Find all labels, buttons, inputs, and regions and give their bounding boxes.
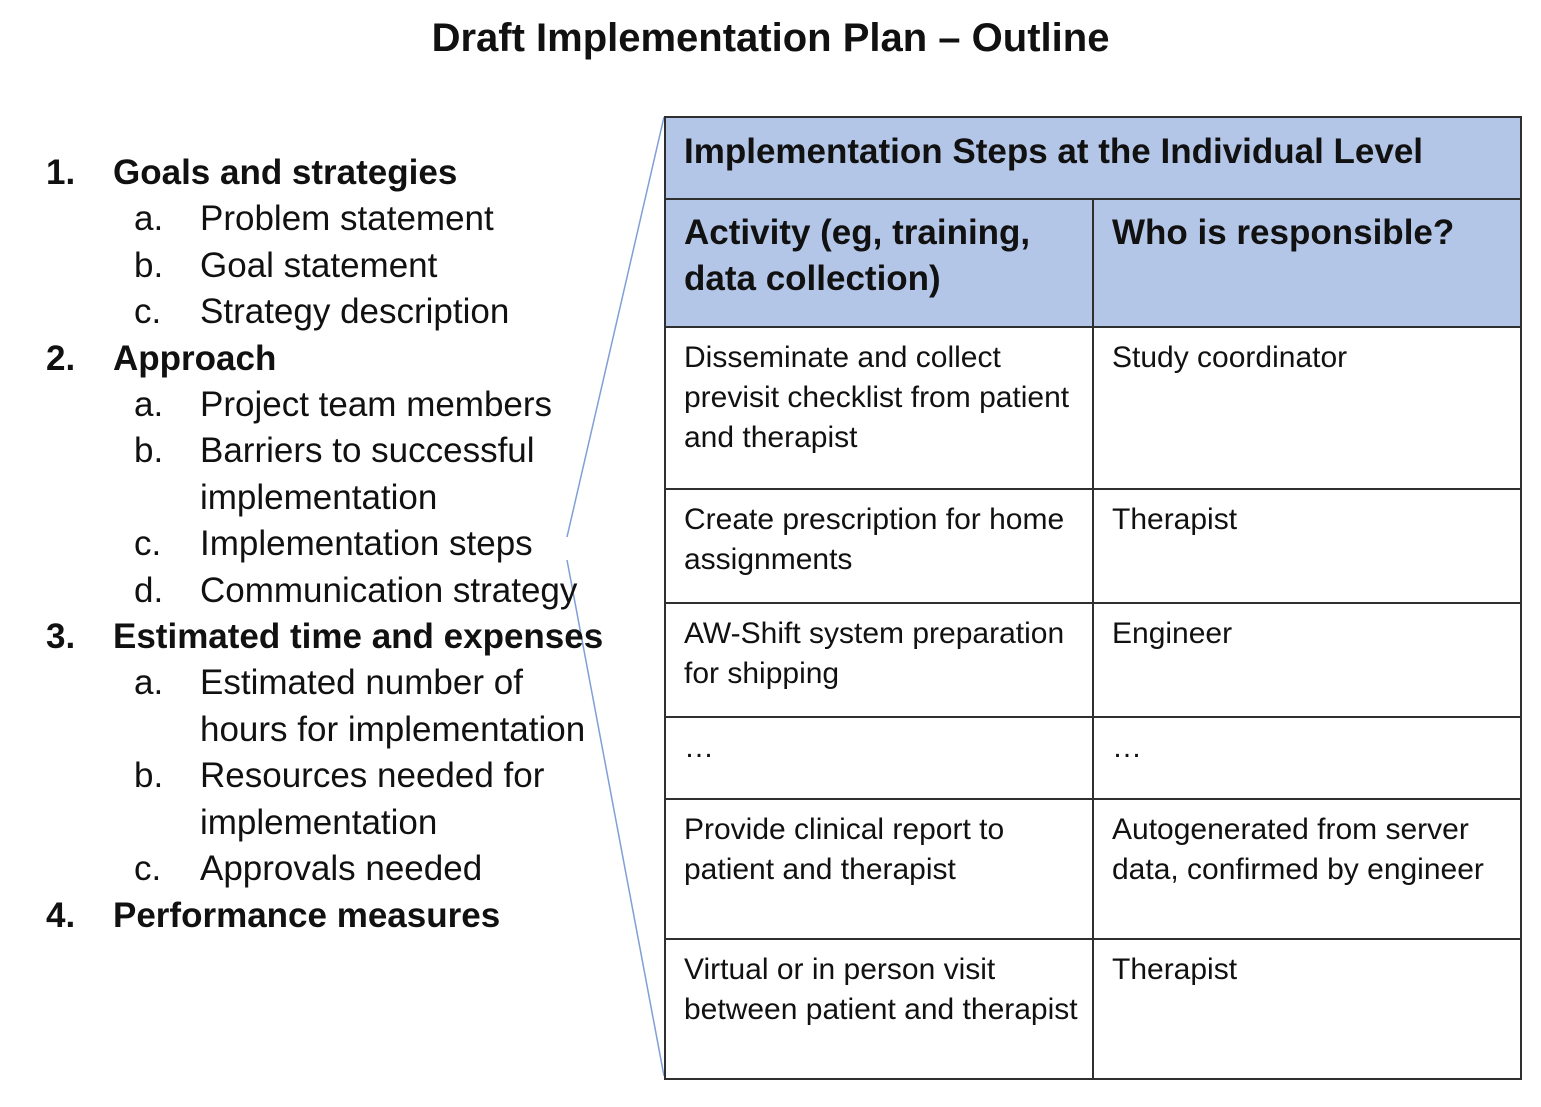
- outline-number: 3.: [46, 617, 76, 657]
- outline-subitem-label: Approvals needed: [200, 849, 483, 889]
- outline-subitem: c. Approvals needed: [0, 846, 610, 892]
- outline-subitem-label: Strategy description: [200, 292, 510, 332]
- outline-letter: c.: [134, 292, 162, 332]
- responsible-cell: …: [1091, 716, 1523, 800]
- outline-subitem: a. Project team members: [0, 382, 610, 428]
- outline-letter: c.: [134, 524, 162, 564]
- outline-letter: c.: [134, 849, 162, 889]
- responsible-cell: Therapist: [1091, 488, 1523, 604]
- responsible-cell: Therapist: [1091, 938, 1523, 1080]
- outline-subitem: a. Estimated number of hours for impleme…: [0, 660, 610, 753]
- outline-item-label: Approach: [113, 338, 277, 378]
- connector-line-bottom: [566, 559, 665, 1077]
- connector-line-top: [566, 116, 665, 538]
- column-header-responsible: Who is responsible?: [1091, 198, 1523, 328]
- outline-subitem: d. Communication strategy: [0, 568, 610, 614]
- page-title: Draft Implementation Plan – Outline: [431, 16, 1110, 60]
- table-title: Implementation Steps at the Individual L…: [663, 116, 1523, 200]
- outline-item-performance: 4. Performance measures: [0, 893, 610, 939]
- outline-subitem: c. Strategy description: [0, 289, 610, 335]
- outline-letter: a.: [134, 385, 164, 425]
- outline-subitem-label: Project team members: [200, 385, 553, 425]
- outline-subitem-label: Problem statement: [200, 199, 494, 239]
- outline-subitem-label: Implementation steps: [200, 524, 533, 564]
- activity-cell: AW-Shift system preparation for shipping: [664, 602, 1094, 718]
- outline-subitem: b. Resources needed for implementation: [0, 753, 610, 846]
- activity-cell: Virtual or in person visit between patie…: [664, 938, 1094, 1080]
- outline-letter: b.: [134, 756, 164, 796]
- outline-subitem-label: Estimated number of hours for implementa…: [200, 663, 586, 749]
- outline-subitem-label: Resources needed for implementation: [200, 756, 545, 842]
- outline-subitem: b. Goal statement: [0, 243, 610, 289]
- outline-item-goals: 1. Goals and strategies: [0, 150, 610, 196]
- outline-item-time-expenses: 3. Estimated time and expenses: [0, 614, 610, 660]
- outline-letter: b.: [134, 245, 164, 285]
- outline-number: 1.: [46, 153, 76, 192]
- table-row: Provide clinical report to patient and t…: [664, 798, 1523, 940]
- activity-cell: Create prescription for home assignments: [664, 488, 1094, 604]
- outline-subitem-implementation-steps: c. Implementation steps: [0, 521, 610, 567]
- outline-subitem: b. Barriers to successful implementation: [0, 428, 610, 521]
- table-row: Disseminate and collect previsit checkli…: [664, 326, 1523, 490]
- outline-number: 4.: [46, 895, 76, 935]
- activity-cell: …: [664, 716, 1094, 800]
- outline-letter: a.: [134, 199, 164, 239]
- table-row: … …: [664, 716, 1523, 800]
- responsible-cell: Autogenerated from server data, confirme…: [1091, 798, 1523, 940]
- outline-item-label: Estimated time and expenses: [113, 617, 604, 657]
- outline-letter: d.: [134, 570, 164, 610]
- outline-list: 1. Goals and strategies a. Problem state…: [0, 150, 610, 939]
- table-row: Virtual or in person visit between patie…: [664, 938, 1523, 1080]
- outline-subitem: a. Problem statement: [0, 196, 610, 242]
- column-header-activity: Activity (eg, training, data collection): [664, 198, 1094, 328]
- responsible-cell: Study coordinator: [1091, 326, 1523, 490]
- outline-number: 2.: [46, 338, 76, 378]
- responsible-cell: Engineer: [1091, 602, 1523, 718]
- outline-letter: a.: [134, 663, 164, 703]
- outline-item-approach: 2. Approach: [0, 336, 610, 382]
- outline-subitem-label: Goal statement: [200, 245, 438, 285]
- outline-subitem-label: Barriers to successful implementation: [200, 431, 535, 517]
- outline-item-label: Goals and strategies: [113, 153, 458, 192]
- activity-cell: Disseminate and collect previsit checkli…: [664, 326, 1094, 490]
- table-row: Create prescription for home assignments…: [664, 488, 1523, 604]
- outline-letter: b.: [134, 431, 164, 471]
- activity-cell: Provide clinical report to patient and t…: [664, 798, 1094, 940]
- outline-item-label: Performance measures: [113, 895, 501, 935]
- implementation-steps-table: Implementation Steps at the Individual L…: [663, 116, 1523, 1080]
- table-row: AW-Shift system preparation for shipping…: [664, 602, 1523, 718]
- outline-subitem-label: Communication strategy: [200, 570, 578, 610]
